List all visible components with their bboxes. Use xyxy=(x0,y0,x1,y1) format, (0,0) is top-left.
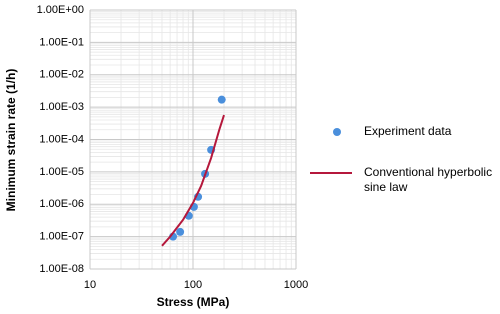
y-axis-label: Minimum strain rate (1/h) xyxy=(4,69,18,212)
y-tick-label: 1.00E-07 xyxy=(39,231,84,243)
legend-entry: Experiment data xyxy=(364,124,452,138)
x-tick-label: 100 xyxy=(184,279,202,291)
y-tick-label: 1.00E-03 xyxy=(39,101,84,113)
y-tick-label: 1.00E-05 xyxy=(39,166,84,178)
y-tick-label: 1.00E-01 xyxy=(39,36,84,48)
y-tick-label: 1.00E-08 xyxy=(39,263,84,275)
x-tick-label: 10 xyxy=(84,279,96,291)
data-point xyxy=(217,95,226,104)
legend-label: Experiment data xyxy=(364,124,452,138)
grid xyxy=(89,9,297,270)
data-point xyxy=(176,227,185,236)
y-tick-label: 1.00E-06 xyxy=(39,198,84,210)
x-axis-label: Stress (MPa) xyxy=(157,295,230,309)
legend-entry: Conventional hyperbolic sine law xyxy=(364,165,493,194)
data-line xyxy=(161,114,225,247)
legend-label: Conventional hyperbolic sine law xyxy=(364,165,493,194)
x-tick-label: 1000 xyxy=(284,279,308,291)
y-tick-label: 1.00E-02 xyxy=(39,69,84,81)
legend-marker xyxy=(333,128,341,136)
y-tick-label: 1.00E-04 xyxy=(39,133,84,145)
y-tick-label: 1.00E+00 xyxy=(37,4,84,16)
